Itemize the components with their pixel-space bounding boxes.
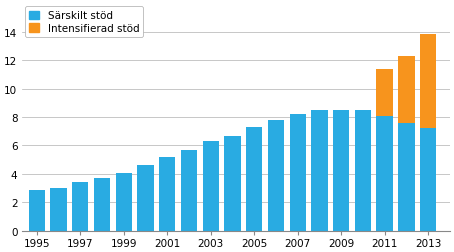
Bar xyxy=(398,57,415,124)
Bar xyxy=(94,178,110,231)
Bar xyxy=(268,120,284,231)
Bar xyxy=(333,110,349,231)
Bar xyxy=(224,136,241,231)
Legend: Särskilt stöd, Intensifierad stöd: Särskilt stöd, Intensifierad stöd xyxy=(25,7,143,38)
Bar xyxy=(202,142,219,231)
Bar xyxy=(311,110,327,231)
Bar xyxy=(72,182,89,231)
Bar xyxy=(50,188,67,231)
Bar xyxy=(138,166,153,231)
Bar xyxy=(181,150,197,231)
Bar xyxy=(246,128,262,231)
Bar xyxy=(159,157,175,231)
Bar xyxy=(29,190,45,231)
Bar xyxy=(290,115,306,231)
Bar xyxy=(420,129,436,231)
Bar xyxy=(355,110,371,231)
Bar xyxy=(376,69,393,116)
Bar xyxy=(398,124,415,231)
Bar xyxy=(420,35,436,129)
Bar xyxy=(116,173,132,231)
Bar xyxy=(376,116,393,231)
